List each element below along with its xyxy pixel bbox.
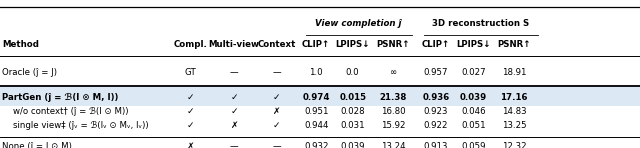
Text: Multi-view: Multi-view [209,40,260,49]
Text: 0.913: 0.913 [424,142,448,148]
Text: —: — [230,68,239,77]
Text: 13.25: 13.25 [502,121,526,130]
Text: Compl.: Compl. [174,40,207,49]
Text: 0.015: 0.015 [339,93,366,102]
Text: ✗: ✗ [230,121,238,130]
Text: ✓: ✓ [187,93,195,102]
Text: 0.951: 0.951 [304,107,328,116]
Text: LPIPS↓: LPIPS↓ [456,40,491,49]
Text: single view‡ (ĵᵥ = ℬ(Iᵥ ⊙ Mᵥ, Iᵥ)): single view‡ (ĵᵥ = ℬ(Iᵥ ⊙ Mᵥ, Iᵥ)) [13,121,149,130]
Text: 18.91: 18.91 [502,68,526,77]
Text: Context: Context [257,40,296,49]
Text: 0.051: 0.051 [461,121,486,130]
Text: 0.922: 0.922 [424,121,448,130]
Text: 21.38: 21.38 [380,93,406,102]
Text: Method: Method [2,40,39,49]
Text: 12.32: 12.32 [502,142,526,148]
Text: 0.059: 0.059 [461,142,486,148]
Text: 0.923: 0.923 [424,107,448,116]
Text: 13.24: 13.24 [381,142,405,148]
Text: 0.046: 0.046 [461,107,486,116]
Text: CLIP↑: CLIP↑ [302,40,330,49]
Text: CLIP↑: CLIP↑ [422,40,450,49]
Text: PSNR↑: PSNR↑ [497,40,531,49]
Text: ✓: ✓ [187,107,195,116]
Text: 0.0: 0.0 [346,68,360,77]
Text: Oracle (ĵ = J): Oracle (ĵ = J) [2,68,57,77]
Text: PartGen (ĵ = ℬ(I ⊙ M, I)): PartGen (ĵ = ℬ(I ⊙ M, I)) [2,93,118,102]
Text: 0.957: 0.957 [424,68,448,77]
Text: 0.027: 0.027 [461,68,486,77]
Text: 14.83: 14.83 [502,107,526,116]
Text: LPIPS↓: LPIPS↓ [335,40,370,49]
Text: ✗: ✗ [187,142,195,148]
Text: PSNR↑: PSNR↑ [376,40,410,49]
Text: 0.932: 0.932 [304,142,328,148]
Text: ✓: ✓ [230,107,238,116]
Text: ∞: ∞ [389,68,397,77]
Text: ✗: ✗ [273,107,280,116]
Text: 17.16: 17.16 [500,93,527,102]
Text: None (ĵ = I ⊙ M): None (ĵ = I ⊙ M) [2,142,72,148]
Text: 0.944: 0.944 [304,121,328,130]
Text: ✓: ✓ [230,93,238,102]
Text: 0.039: 0.039 [460,93,487,102]
Text: 1.0: 1.0 [309,68,323,77]
Text: 3D reconstruction S: 3D reconstruction S [433,19,529,28]
Text: 0.028: 0.028 [340,107,365,116]
Text: 0.936: 0.936 [422,93,449,102]
Text: View completion ĵ: View completion ĵ [316,19,402,28]
Text: 0.039: 0.039 [340,142,365,148]
Bar [0,85,640,106]
Text: w/o context† (ĵ = ℬ(I ⊙ M)): w/o context† (ĵ = ℬ(I ⊙ M)) [13,107,129,116]
Text: ✓: ✓ [273,121,280,130]
Text: 0.031: 0.031 [340,121,365,130]
Text: —: — [272,142,281,148]
Text: 15.92: 15.92 [381,121,405,130]
Text: 16.80: 16.80 [381,107,405,116]
Text: —: — [272,68,281,77]
Text: 0.974: 0.974 [303,93,330,102]
Text: GT: GT [185,68,196,77]
Text: ✓: ✓ [187,121,195,130]
Text: —: — [230,142,239,148]
Text: ✓: ✓ [273,93,280,102]
